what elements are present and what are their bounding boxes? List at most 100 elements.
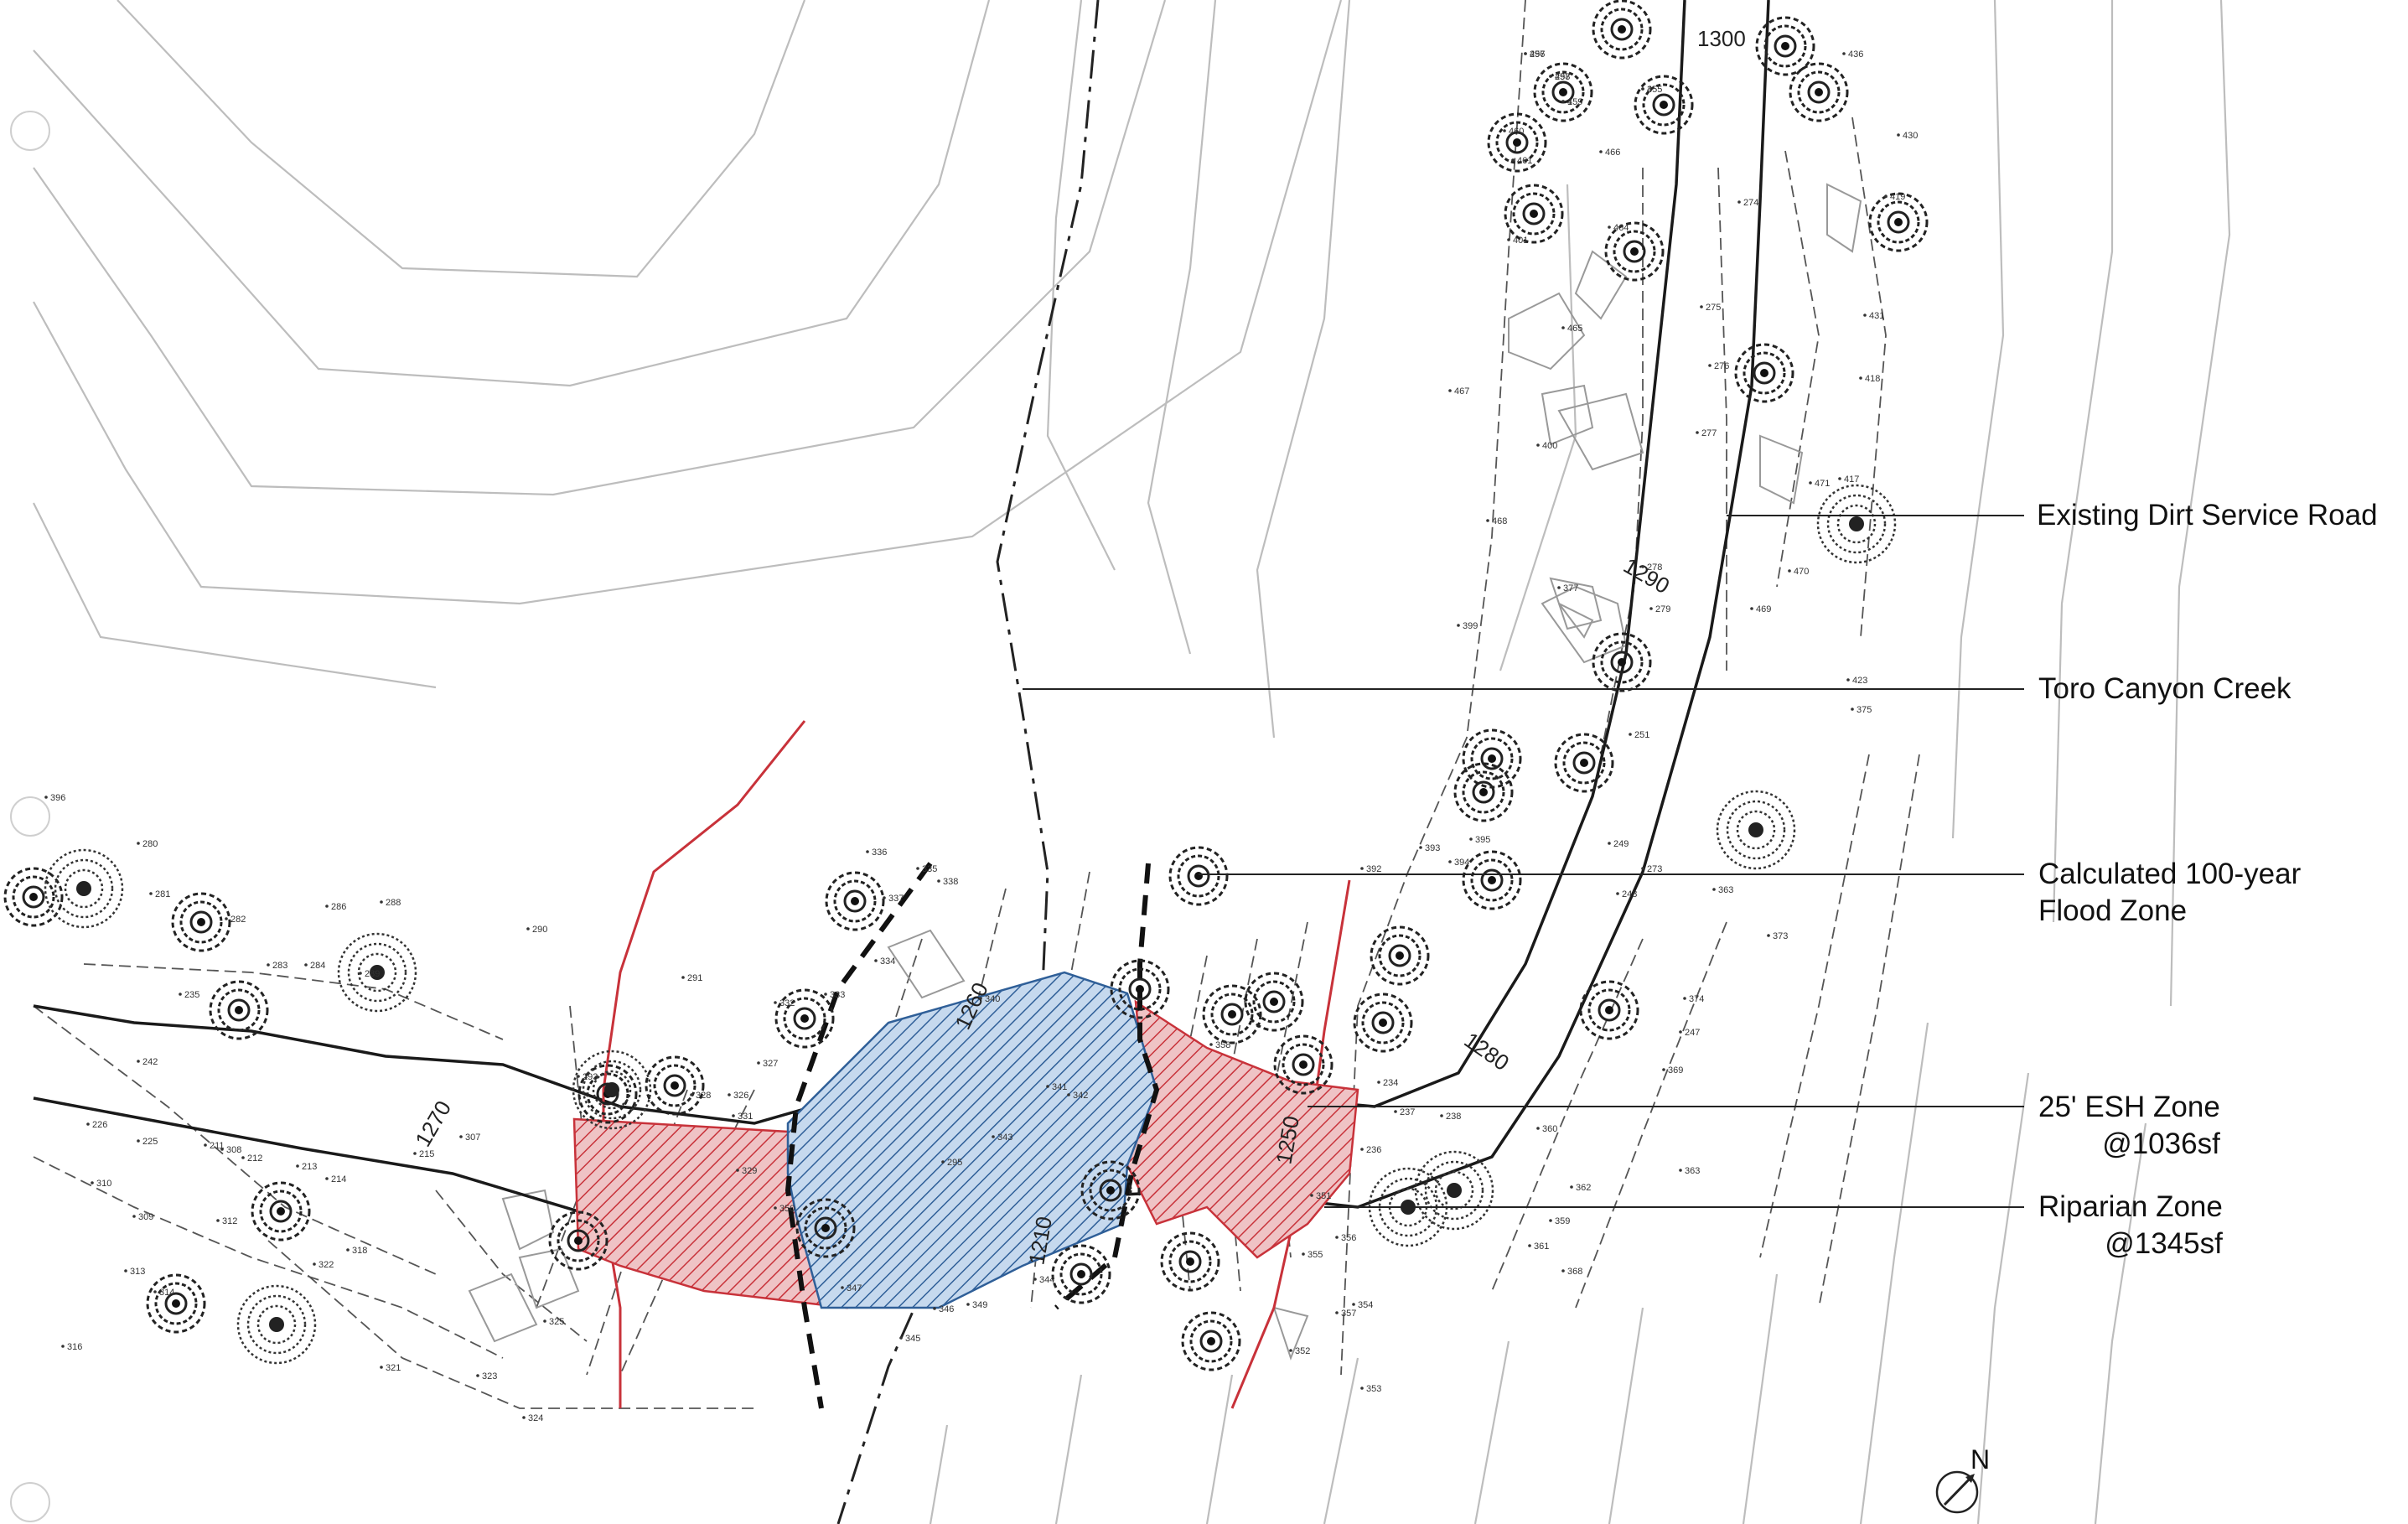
spot-elevation-237: 237 bbox=[1400, 1107, 1415, 1117]
spot-point bbox=[1528, 1244, 1531, 1247]
spot-elevation-280: 280 bbox=[142, 839, 158, 849]
spot-point bbox=[149, 892, 153, 895]
spot-point bbox=[1469, 837, 1473, 841]
spot-elevation-248: 248 bbox=[1622, 889, 1637, 899]
spot-elevation-467: 467 bbox=[1454, 386, 1469, 397]
spot-point bbox=[1608, 225, 1611, 229]
spot-point bbox=[241, 1156, 245, 1159]
spot-elevation-328: 328 bbox=[696, 1091, 711, 1101]
spot-point bbox=[1033, 1278, 1037, 1281]
spot-point bbox=[216, 1219, 220, 1222]
spot-elevation-329: 329 bbox=[742, 1166, 757, 1176]
spot-point bbox=[1884, 194, 1888, 198]
spot-elevation-312: 312 bbox=[222, 1216, 237, 1226]
spot-point bbox=[380, 1366, 383, 1369]
spot-elevation-362: 362 bbox=[1576, 1183, 1591, 1193]
spot-elevation-337: 337 bbox=[888, 894, 904, 904]
spot-point bbox=[1851, 708, 1854, 711]
spot-point bbox=[132, 1215, 136, 1218]
flood-zone-boundary bbox=[785, 862, 1160, 1409]
spot-point bbox=[313, 1262, 316, 1266]
spot-point bbox=[1570, 1185, 1573, 1189]
spot-elevation-470: 470 bbox=[1794, 567, 1809, 577]
spot-elevation-242: 242 bbox=[142, 1057, 158, 1067]
spot-elevation-359: 359 bbox=[1555, 1216, 1570, 1226]
spot-point bbox=[1561, 1269, 1565, 1273]
north-label: N bbox=[1970, 1444, 1990, 1475]
spot-elevation-276: 276 bbox=[1714, 361, 1729, 371]
spot-point bbox=[1457, 624, 1460, 627]
spot-point bbox=[937, 879, 940, 883]
spot-point bbox=[1511, 158, 1515, 162]
spot-point bbox=[866, 850, 869, 853]
spot-elevation-284: 284 bbox=[310, 961, 325, 971]
spot-elevation-212: 212 bbox=[247, 1153, 262, 1164]
spot-elevation-334: 334 bbox=[880, 956, 895, 967]
spot-point bbox=[1561, 326, 1565, 329]
spot-point bbox=[220, 1148, 224, 1151]
spot-point bbox=[1629, 733, 1632, 736]
spot-point bbox=[137, 1060, 140, 1063]
spot-elevation-323: 323 bbox=[482, 1371, 497, 1381]
spot-point bbox=[1616, 892, 1619, 895]
spot-elevation-340: 340 bbox=[985, 994, 1000, 1004]
spot-point bbox=[346, 1248, 350, 1252]
spot-elevation-273: 273 bbox=[1647, 864, 1662, 874]
spot-elevation-338: 338 bbox=[943, 877, 958, 887]
spot-elevation-360: 360 bbox=[1542, 1124, 1557, 1134]
spot-point bbox=[1649, 607, 1653, 610]
spot-point bbox=[1599, 150, 1603, 153]
rock-outlines bbox=[468, 183, 1862, 1361]
spot-point bbox=[225, 917, 228, 920]
spot-point bbox=[774, 1001, 777, 1004]
spot-point bbox=[526, 927, 530, 930]
spot-elevation-349: 349 bbox=[972, 1300, 987, 1310]
spot-point bbox=[325, 1177, 329, 1180]
spot-elevation-396: 396 bbox=[50, 793, 65, 803]
spot-elevation-295: 295 bbox=[947, 1158, 962, 1168]
spot-point bbox=[941, 1160, 945, 1164]
spot-elevation-288: 288 bbox=[386, 898, 401, 908]
spot-elevation-322: 322 bbox=[318, 1260, 334, 1270]
spot-elevation-296: 296 bbox=[1530, 49, 1545, 60]
spot-point bbox=[1859, 376, 1862, 380]
callout-toro-canyon-creek: Toro Canyon Creek bbox=[2038, 671, 2291, 708]
spot-point bbox=[1209, 1043, 1213, 1046]
spot-elevation-354: 354 bbox=[1358, 1300, 1373, 1310]
spot-point bbox=[359, 972, 362, 975]
spot-elevation-236: 236 bbox=[1366, 1145, 1381, 1155]
spot-elevation-430: 430 bbox=[1903, 131, 1918, 141]
spot-point bbox=[86, 1122, 90, 1126]
spot-point bbox=[1335, 1236, 1339, 1239]
spot-point bbox=[1360, 867, 1364, 870]
binder-hole-top bbox=[10, 111, 50, 151]
spot-point bbox=[459, 1135, 463, 1138]
spot-point bbox=[1067, 1093, 1070, 1096]
spot-point bbox=[732, 1114, 735, 1117]
spot-point bbox=[774, 1206, 777, 1210]
spot-elevation-352: 352 bbox=[1295, 1346, 1310, 1356]
spot-point bbox=[476, 1374, 479, 1377]
spot-elevation-225: 225 bbox=[142, 1137, 158, 1147]
spot-point bbox=[1549, 1219, 1552, 1222]
spot-point bbox=[1696, 431, 1699, 434]
spot-elevation-392: 392 bbox=[1366, 864, 1381, 874]
spot-elevation-281: 281 bbox=[155, 889, 170, 899]
spot-elevation-247: 247 bbox=[1685, 1028, 1700, 1038]
spot-elevation-464: 464 bbox=[1613, 223, 1629, 233]
spot-elevation-310: 310 bbox=[96, 1179, 111, 1189]
spot-point bbox=[1536, 1127, 1540, 1130]
spot-elevation-341: 341 bbox=[1052, 1082, 1067, 1092]
spot-point bbox=[1448, 860, 1452, 863]
spot-elevation-297: 297 bbox=[1555, 72, 1570, 82]
spot-elevation-332: 332 bbox=[779, 998, 795, 1008]
spot-elevation-343: 343 bbox=[997, 1133, 1012, 1143]
spot-point bbox=[1708, 364, 1711, 367]
spot-point bbox=[296, 1164, 299, 1168]
spot-elevation-436: 436 bbox=[1848, 49, 1863, 60]
spot-elevation-363: 363 bbox=[1685, 1166, 1700, 1176]
spot-elevation-373: 373 bbox=[1773, 931, 1788, 941]
spot-point bbox=[1897, 133, 1900, 137]
spot-elevation-459: 459 bbox=[1567, 97, 1582, 107]
spot-elevation-356: 356 bbox=[1341, 1233, 1356, 1243]
